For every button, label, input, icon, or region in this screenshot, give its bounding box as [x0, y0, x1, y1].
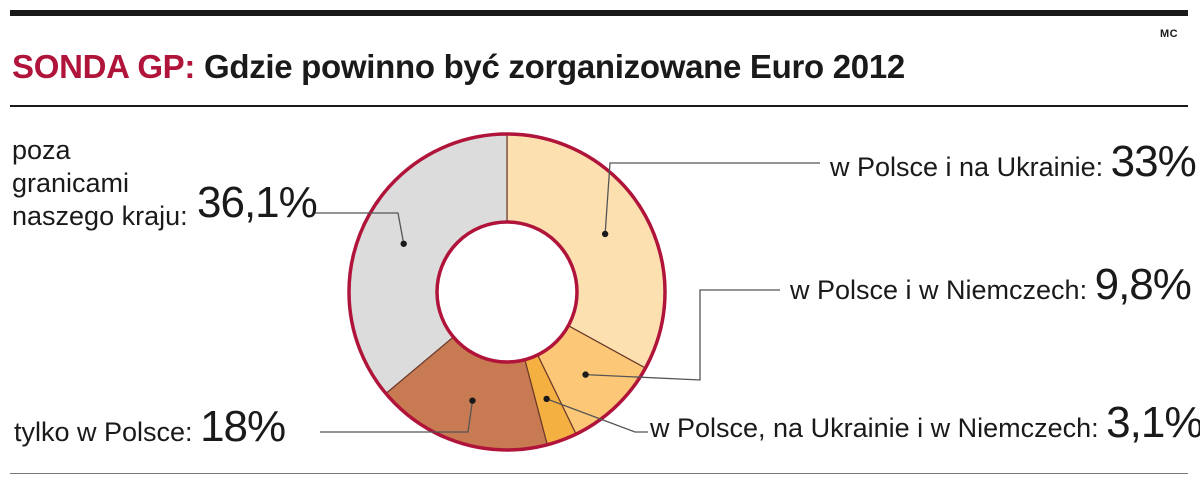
label-ukraina: w Polsce i na Ukrainie: 33% [830, 140, 1197, 184]
leader-line-1 [585, 289, 780, 381]
label-niemcy-pct: 9,8% [1094, 260, 1192, 309]
slice-4 [348, 133, 508, 395]
top-rule [10, 10, 1188, 16]
label-trzy-text: w Polsce, na Ukrainie i w Niemczech: [650, 413, 1099, 443]
credit-mark: MC [1160, 28, 1179, 40]
leader-line-0 [604, 162, 820, 235]
title-text: Gdzie powinno być zorganizowane Euro 201… [203, 48, 905, 85]
label-poza-line3: naszego kraju: [12, 201, 188, 231]
inner-ring [435, 220, 579, 364]
outer-ring [347, 132, 667, 452]
leader-dot-2 [543, 395, 550, 403]
bottom-rule [10, 473, 1188, 474]
label-trzy-pct: 3,1% [1106, 398, 1200, 447]
leader-line-3 [320, 400, 474, 433]
label-poza-line2: granicami [12, 168, 130, 198]
leader-dots [400, 230, 609, 404]
label-poza: poza granicami naszego kraju: 36,1% [12, 134, 318, 233]
label-tylko: tylko w Polsce: 18% [14, 405, 286, 449]
leader-dot-1 [582, 371, 589, 378]
label-ukraina-pct: 33% [1110, 137, 1197, 186]
label-tylko-text: tylko w Polsce: [14, 417, 193, 447]
label-niemcy-text: w Polsce i w Niemczech: [790, 275, 1088, 305]
title-prefix: SONDA GP: [12, 48, 196, 85]
chart-title: SONDA GP: Gdzie powinno być zorganizowan… [12, 48, 905, 86]
title-rule [10, 105, 1188, 107]
leader-dot-3 [469, 397, 476, 404]
label-poza-line1: poza [12, 135, 71, 165]
leader-lines [313, 162, 820, 433]
leader-line-4 [313, 212, 405, 244]
slices-group [347, 132, 667, 452]
label-ukraina-text: w Polsce i na Ukrainie: [830, 152, 1104, 182]
leader-line-2 [546, 398, 648, 433]
label-poza-line3-wrap: naszego kraju: 36,1% [12, 181, 318, 233]
label-niemcy: w Polsce i w Niemczech: 9,8% [790, 263, 1192, 307]
label-trzy: w Polsce, na Ukrainie i w Niemczech: 3,1… [650, 401, 1200, 445]
leader-dot-4 [400, 240, 407, 247]
leader-dot-0 [601, 230, 609, 238]
label-tylko-pct: 18% [200, 402, 286, 451]
slice-0 [506, 133, 666, 369]
label-poza-pct: 36,1% [197, 178, 318, 227]
